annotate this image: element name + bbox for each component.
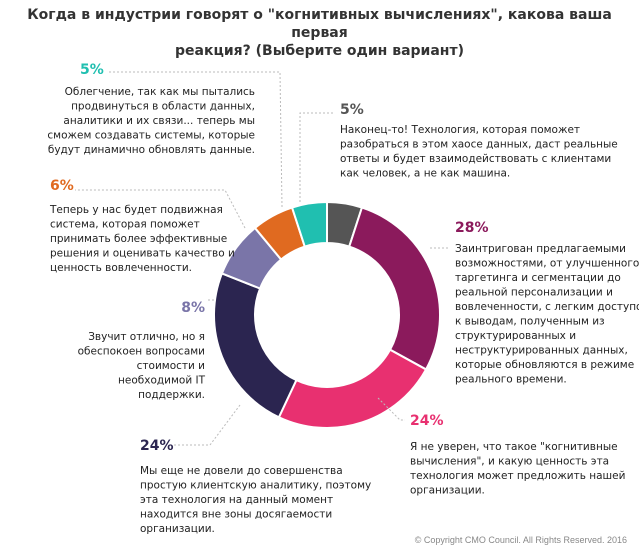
description-line: ценность вовлеченности.: [50, 262, 192, 274]
description-line: разобраться в этом хаосе данных, даст ре…: [340, 139, 618, 151]
description-line: Мы еще не довели до совершенства: [140, 465, 343, 477]
description-line: к выводам, полученным из: [455, 316, 605, 328]
description-line: обеспокоен вопросами: [78, 346, 205, 358]
title-line-1: Когда в индустрии говорят о "когнитивных…: [27, 7, 612, 41]
description-line: которые обновляются в режиме: [455, 359, 634, 371]
description-line: система, которая поможет: [50, 219, 200, 231]
description-line: ответы и будет взаимодействовать с клиен…: [340, 153, 611, 165]
description-line: Заинтригован предлагаемыми: [455, 243, 626, 255]
slice-percent-label-6: 6%: [50, 178, 74, 194]
slice-description-7: Облегчение, так как мы пытались продвинут…: [47, 86, 255, 156]
donut-slice-2: [347, 206, 441, 371]
leader-line-1: [299, 112, 333, 202]
description-line: реальной персонализации и: [455, 287, 613, 299]
description-line: эта технология на данный момент: [140, 494, 333, 506]
description-line: сможем создавать системы, которые: [47, 130, 255, 142]
description-line: неструктурированных данных,: [455, 345, 628, 357]
donut-slice-3: [277, 348, 428, 429]
description-line: Звучит отлично, но я: [88, 331, 205, 343]
description-line: будут динамично обновлять данные.: [48, 144, 255, 156]
slice-description-2: Заинтригован предлагаемыми возможностями,…: [455, 243, 639, 386]
description-line: технология может предложить нашей: [410, 470, 625, 482]
description-line: Я не уверен, что такое "когнитивные: [410, 441, 618, 453]
slice-description-3: Я не уверен, что такое "когнитивные вычис…: [410, 441, 625, 497]
chart-title: Когда в индустрии говорят о "когнитивных…: [0, 6, 639, 60]
description-line: Наконец-то! Технология, которая поможет: [340, 124, 580, 136]
description-line: структурированных и: [455, 330, 576, 342]
description-line: находится вне зоны досягаемости: [140, 509, 332, 521]
description-line: принимать более эффективные: [50, 233, 227, 245]
slice-percent-label-1: 5%: [340, 102, 364, 118]
description-line: продвинуться в области данных,: [71, 101, 255, 113]
description-line: вычисления", и какую ценность эта: [410, 456, 609, 468]
description-line: возможностями, от улучшенного: [455, 258, 639, 270]
description-line: стоимости и: [137, 360, 205, 372]
description-line: простую клиентскую аналитику, поэтому: [140, 480, 371, 492]
slice-description-1: Наконец-то! Технология, которая поможет р…: [340, 124, 618, 180]
description-line: аналитики и их связи... теперь мы: [63, 115, 255, 127]
leader-line-7: [107, 71, 283, 208]
slice-percent-label-2: 28%: [455, 220, 489, 236]
description-line: поддержки.: [138, 389, 205, 401]
slice-percent-label-3: 24%: [410, 413, 444, 429]
copyright-notice: © Copyright CMO Council. All Rights Rese…: [414, 535, 627, 545]
description-line: организации.: [410, 485, 485, 497]
leader-line-4: [170, 404, 241, 446]
donut-slice-4: [213, 272, 298, 419]
description-line: необходимой IT: [118, 375, 206, 387]
description-line: таргетинга и сегментации до: [455, 272, 621, 284]
title-line-2: реакция? (Выберите один вариант): [174, 43, 464, 59]
donut-slice-7: [290, 200, 328, 248]
description-line: реального времени.: [455, 374, 567, 386]
description-line: решения и оценивать качество и: [50, 248, 235, 260]
description-line: Теперь у нас будет подвижная: [49, 204, 223, 216]
description-line: вовлеченности, с легким доступом: [455, 301, 639, 313]
description-line: организации.: [140, 523, 215, 535]
slice-description-5: Звучит отлично, но я обеспокоен вопросами…: [78, 331, 206, 401]
description-line: как человек, а не как машина.: [340, 168, 510, 180]
slice-percent-label-7: 5%: [80, 62, 104, 78]
slice-percent-label-5: 8%: [181, 300, 205, 316]
slice-description-4: Мы еще не довели до совершенства простую …: [140, 465, 371, 535]
slice-percent-label-4: 24%: [140, 438, 174, 454]
description-line: Облегчение, так как мы пытались: [65, 86, 255, 98]
slice-description-6: Теперь у нас будет подвижная система, кот…: [49, 204, 235, 274]
